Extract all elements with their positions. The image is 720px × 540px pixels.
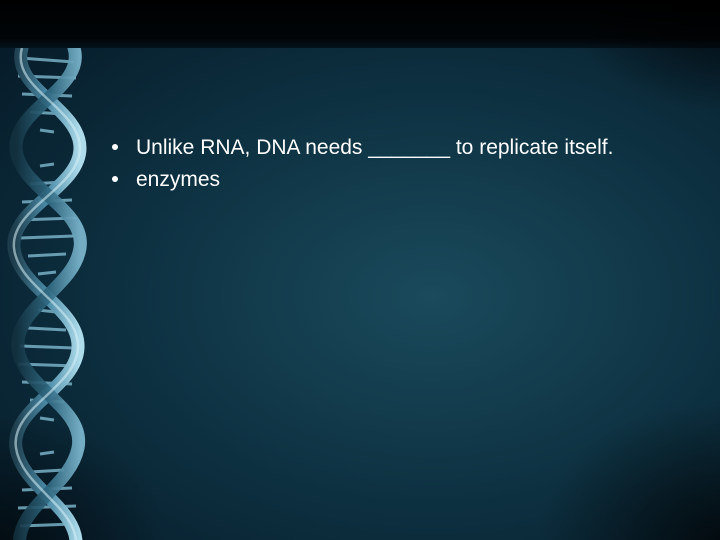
bullet-marker-icon <box>112 144 118 150</box>
bullet-text: enzymes <box>136 166 220 194</box>
bullet-item: Unlike RNA, DNA needs _______ to replica… <box>112 134 660 162</box>
slide-body: Unlike RNA, DNA needs _______ to replica… <box>112 134 660 199</box>
dna-helix-graphic <box>0 48 100 540</box>
top-black-bar <box>0 0 720 48</box>
vignette-bottom-right <box>500 380 720 540</box>
bullet-text: Unlike RNA, DNA needs _______ to replica… <box>136 134 613 162</box>
bullet-item: enzymes <box>112 166 660 194</box>
bullet-marker-icon <box>112 176 118 182</box>
